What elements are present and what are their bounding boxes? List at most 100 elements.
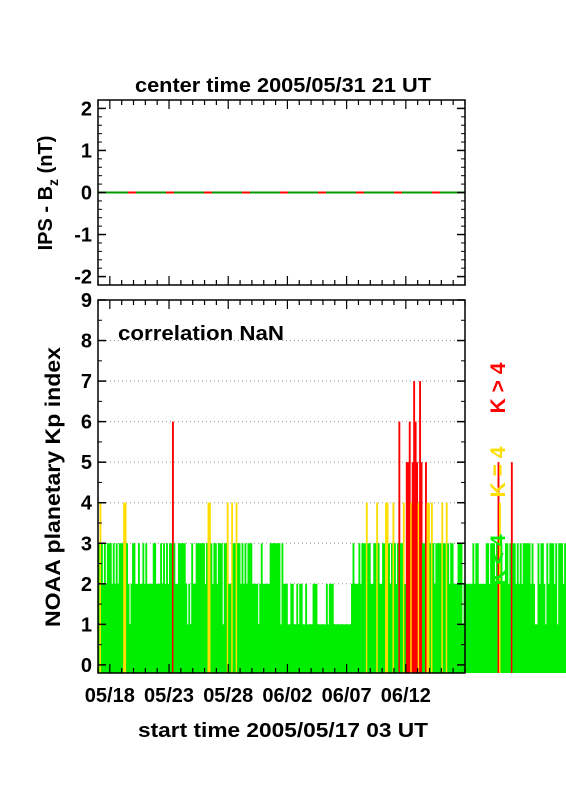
kp-bar: [126, 543, 128, 673]
kp-bar: [160, 543, 163, 673]
bottom-ytick-label: 7: [81, 371, 92, 393]
kp-bar: [445, 502, 448, 673]
kp-bar: [496, 543, 498, 673]
kp-bar: [169, 543, 171, 673]
kp-bar: [392, 502, 395, 673]
kp-bar: [100, 543, 103, 673]
kp-bar: [211, 583, 214, 673]
kp-bar: [166, 543, 168, 673]
kp-bar: [488, 583, 491, 673]
kp-bar: [225, 543, 228, 673]
bottom-ytick-label: 8: [81, 331, 92, 353]
kp-bar: [256, 583, 259, 673]
kp-bar: [231, 502, 234, 673]
kp-bar: [251, 583, 254, 673]
kp-bar: [222, 624, 225, 673]
kp-bar: [136, 583, 139, 673]
kp-bar: [370, 583, 373, 673]
kp-bar: [485, 543, 488, 673]
kp-bar: [537, 543, 540, 673]
kp-bar: [234, 543, 237, 673]
kp-bar: [112, 543, 115, 673]
kp-bar: [342, 624, 345, 673]
kp-index-panel: 0 1 2 3 4 5 6 7 8 9 05/18 05/23 05/28 06/02 06/07 06/1…: [42, 290, 566, 742]
bottom-ytick-label: 0: [81, 655, 92, 677]
kp-bar: [522, 543, 525, 673]
kp-bar: [213, 543, 216, 673]
kp-bar: [135, 583, 137, 673]
top-ytick-label: 1: [81, 140, 92, 162]
kp-bar: [422, 543, 424, 673]
kp-bar: [303, 624, 306, 673]
kp-bar: [435, 543, 438, 673]
kp-bar: [127, 583, 130, 673]
kp-bar: [282, 583, 285, 673]
kp-bar: [308, 624, 311, 673]
kp-bar: [465, 583, 467, 673]
kp-bar: [547, 583, 550, 673]
kp-bar: [263, 583, 266, 673]
kp-bar: [562, 583, 565, 673]
kp-bar: [207, 502, 210, 673]
kp-bar: [371, 583, 374, 673]
kp-bar: [490, 543, 493, 673]
kp-bar: [266, 583, 269, 673]
legend-k-greater-4: K > 4: [487, 362, 510, 413]
kp-bar: [189, 624, 192, 673]
kp-bar: [146, 583, 149, 673]
kp-bar: [365, 502, 368, 673]
kp-bar: [206, 543, 208, 673]
kp-bar: [373, 543, 376, 673]
kp-bar: [448, 583, 451, 673]
kp-bar: [456, 583, 458, 673]
kp-bar: [376, 502, 379, 673]
kp-bar: [559, 543, 562, 673]
kp-bar: [411, 462, 414, 673]
top-panel-title: center time 2005/05/31 21 UT: [135, 75, 431, 97]
bottom-ytick-label: 9: [81, 290, 92, 312]
kp-bar: [419, 381, 422, 673]
kp-bar: [115, 543, 118, 673]
kp-bar: [324, 624, 327, 673]
kp-bar: [503, 583, 506, 673]
kp-bar: [149, 583, 152, 673]
kp-bar: [509, 543, 512, 673]
kp-bar: [467, 583, 470, 673]
kp-bar: [354, 583, 356, 673]
kp-bar: [331, 583, 334, 673]
kp-bar: [417, 502, 420, 673]
kp-bar: [429, 543, 432, 673]
kp-bar: [145, 543, 148, 673]
kp-bar: [487, 543, 490, 673]
kp-bar: [163, 543, 165, 673]
kp-bar: [117, 583, 120, 673]
kp-bar: [524, 543, 527, 673]
kp-bar: [462, 624, 464, 673]
kp-bar: [416, 462, 419, 673]
kp-bar: [306, 624, 309, 673]
kp-bar: [343, 624, 346, 673]
kp-bar: [238, 543, 241, 673]
kp-bar: [330, 583, 333, 673]
kp-bar: [358, 543, 361, 673]
kp-bar: [389, 583, 392, 673]
kp-bar: [129, 624, 131, 673]
kp-bar: [367, 543, 370, 673]
kp-bar: [473, 583, 476, 673]
kp-bar: [534, 624, 537, 673]
kp-bar: [504, 543, 507, 673]
kp-bar: [325, 583, 328, 673]
kp-bar: [478, 583, 481, 673]
kp-bar: [479, 583, 482, 673]
kp-bar: [493, 543, 495, 673]
kp-bar: [491, 543, 494, 673]
kp-bar: [180, 543, 183, 673]
kp-bar: [536, 624, 538, 673]
kp-bar: [506, 543, 509, 673]
kp-bar: [106, 543, 109, 673]
kp-bar: [262, 583, 265, 673]
kp-bar: [167, 583, 170, 673]
kp-bar: [132, 543, 134, 673]
top-ytick-label: 0: [81, 183, 92, 205]
kp-bar: [454, 583, 457, 673]
